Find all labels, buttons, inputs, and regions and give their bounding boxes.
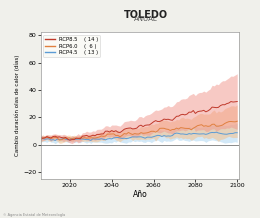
Legend: RCP8.5    ( 14 ), RCP6.0    (  6 ), RCP4.5    ( 13 ): RCP8.5 ( 14 ), RCP6.0 ( 6 ), RCP4.5 ( 13… [43, 35, 100, 57]
X-axis label: Año: Año [133, 190, 147, 199]
Text: TOLEDO: TOLEDO [124, 10, 168, 20]
Text: © Agencia Estatal de Meteorología: © Agencia Estatal de Meteorología [3, 213, 65, 217]
Text: ANUAL: ANUAL [134, 16, 158, 22]
Y-axis label: Cambio duración olas de calor (días): Cambio duración olas de calor (días) [15, 55, 21, 157]
